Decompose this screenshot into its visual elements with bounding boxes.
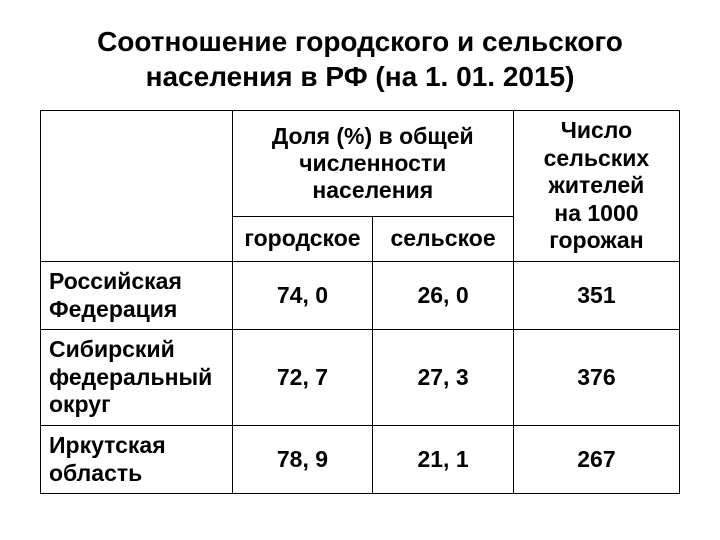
slide-title: Соотношение городского и сельского насел… — [40, 24, 680, 94]
label-l1: Российская — [49, 268, 182, 294]
header-ratio-l3: жителей — [549, 172, 645, 198]
cell-ratio: 267 — [513, 425, 679, 493]
table-row: Сибирский федеральный округ 72, 7 27, 3 … — [41, 330, 680, 426]
header-ratio-l4: на 1000 — [554, 200, 638, 226]
cell-rural: 27, 3 — [373, 330, 514, 426]
population-table: Доля (%) в общей численности населения Ч… — [40, 110, 680, 494]
cell-urban: 78, 9 — [232, 425, 373, 493]
label-l3: округ — [49, 391, 111, 417]
row-label: Иркутская область — [41, 425, 233, 493]
label-l2: область — [49, 460, 142, 486]
cell-rural: 21, 1 — [373, 425, 514, 493]
label-l2: Федерация — [49, 296, 177, 322]
cell-urban: 74, 0 — [232, 261, 373, 329]
table-row: Иркутская область 78, 9 21, 1 267 — [41, 425, 680, 493]
header-ratio-l2: сельских — [544, 145, 650, 171]
header-ratio-l1: Число — [561, 117, 632, 143]
label-l1: Сибирский — [49, 336, 175, 362]
table-row: Российская Федерация 74, 0 26, 0 351 — [41, 261, 680, 329]
cell-ratio: 376 — [513, 330, 679, 426]
header-share-group: Доля (%) в общей численности населения — [232, 111, 513, 217]
cell-urban: 72, 7 — [232, 330, 373, 426]
title-line-1: Соотношение городского и сельского — [97, 26, 623, 57]
header-blank — [41, 111, 233, 262]
header-ratio: Число сельских жителей на 1000 горожан — [513, 111, 679, 262]
title-line-2: населения в РФ (на 1. 01. 2015) — [146, 61, 575, 92]
header-ratio-l5: горожан — [549, 227, 643, 253]
row-label: Российская Федерация — [41, 261, 233, 329]
header-urban: городское — [232, 216, 373, 261]
cell-rural: 26, 0 — [373, 261, 514, 329]
row-label: Сибирский федеральный округ — [41, 330, 233, 426]
label-l2: федеральный — [49, 364, 212, 390]
header-rural: сельское — [373, 216, 514, 261]
label-l1: Иркутская — [49, 432, 166, 458]
cell-ratio: 351 — [513, 261, 679, 329]
